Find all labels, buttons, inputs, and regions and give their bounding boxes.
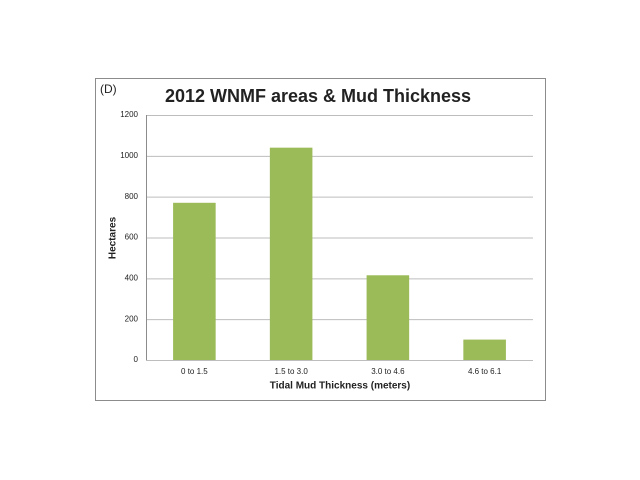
y-tick-label: 400: [125, 273, 139, 282]
bar: [366, 275, 410, 360]
bar: [269, 147, 313, 360]
y-tick-label: 800: [125, 192, 139, 201]
chart-title: 2012 WNMF areas & Mud Thickness: [165, 86, 471, 106]
y-axis-label: Hectares: [108, 216, 119, 259]
x-tick-label: 0 to 1.5: [181, 367, 208, 376]
bar: [173, 202, 216, 360]
bar: [463, 339, 506, 360]
y-tick-label: 200: [125, 314, 139, 323]
y-tick-label: 600: [125, 233, 139, 242]
panel-label: (D): [100, 82, 117, 96]
x-tick-label: 3.0 to 4.6: [371, 367, 405, 376]
x-tick-label: 1.5 to 3.0: [274, 367, 308, 376]
y-tick-label: 1200: [120, 110, 138, 119]
x-axis-label: Tidal Mud Thickness (meters): [270, 381, 410, 392]
x-tick-label: 4.6 to 6.1: [468, 367, 502, 376]
y-tick-label: 1000: [120, 151, 138, 160]
y-tick-label: 0: [134, 355, 139, 364]
